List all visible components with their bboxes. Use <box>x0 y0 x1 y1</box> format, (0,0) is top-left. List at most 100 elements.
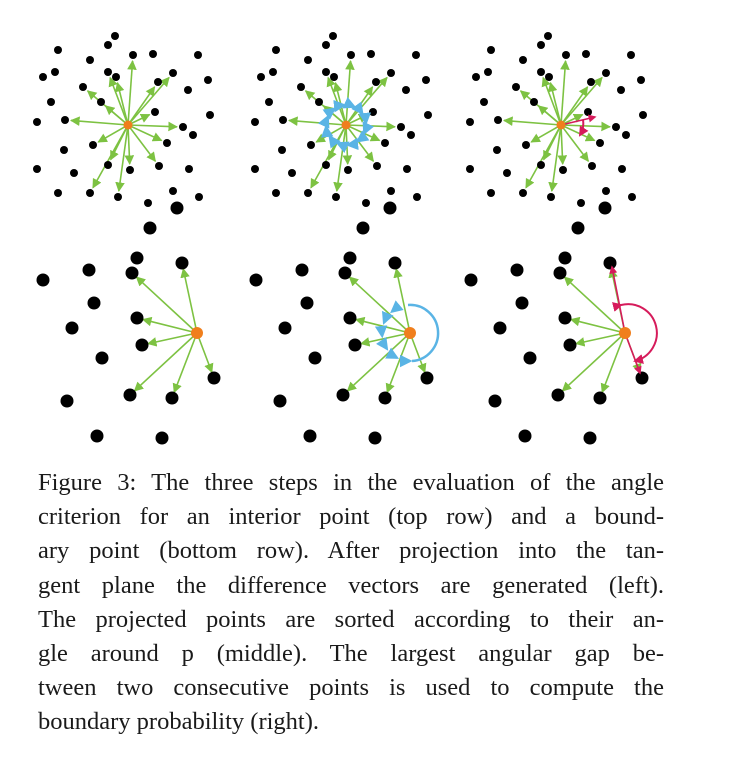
difference-vector-arrow <box>503 116 562 126</box>
point-dot <box>420 371 434 385</box>
point-dot <box>537 68 545 76</box>
caption-line: tween two consecutive points is used to … <box>38 674 664 702</box>
point-dot <box>639 111 647 119</box>
difference-vector-arrow <box>127 124 163 142</box>
difference-vector-arrow <box>385 332 411 394</box>
point-dot <box>343 251 357 265</box>
point-dot <box>635 371 649 385</box>
point-dot <box>304 56 312 64</box>
difference-vector-arrow <box>97 124 129 143</box>
figure-caption: Figure 3: The three steps in the evaluat… <box>38 466 664 740</box>
point-dot <box>577 199 585 207</box>
point-dot <box>563 338 577 352</box>
point-dot <box>179 123 187 131</box>
difference-vector-arrow <box>409 332 427 374</box>
difference-vector-arrow <box>560 76 603 126</box>
point-dot <box>278 321 292 335</box>
difference-vector-arrow <box>127 76 170 126</box>
point-dot <box>144 199 152 207</box>
point-dot <box>348 338 362 352</box>
point-dot <box>204 76 212 84</box>
center-point <box>619 327 631 339</box>
angular-sort-arrow <box>390 300 404 314</box>
panel-top-0 <box>33 32 214 207</box>
point-dot <box>169 187 177 195</box>
difference-vector-arrow <box>359 332 411 347</box>
point-dot <box>151 108 159 116</box>
point-dot <box>135 338 149 352</box>
angular-sort-arrow <box>381 310 394 325</box>
point-dot <box>512 83 520 91</box>
point-dot <box>362 199 370 207</box>
point-dot <box>484 68 492 76</box>
point-dot <box>329 32 337 40</box>
point-dot <box>519 189 527 197</box>
point-dot <box>54 46 62 54</box>
point-dot <box>571 221 585 235</box>
point-dot <box>97 98 105 106</box>
point-dot <box>336 388 350 402</box>
difference-vector-arrow <box>393 267 411 334</box>
difference-vector-arrow <box>114 81 129 126</box>
point-dot <box>422 76 430 84</box>
point-dot <box>503 169 511 177</box>
caption-line: The projected points are sorted accordin… <box>38 605 664 633</box>
point-dot <box>330 73 338 81</box>
point-dot <box>185 165 193 173</box>
point-dot <box>36 273 50 287</box>
point-dot <box>383 201 397 215</box>
point-dot <box>189 131 197 139</box>
difference-vector-arrow <box>135 276 198 334</box>
point-dot <box>322 161 330 169</box>
point-dot <box>195 193 203 201</box>
point-dot <box>547 193 555 201</box>
point-dot <box>265 98 273 106</box>
angular-sort-arrow <box>345 137 359 151</box>
difference-vector-arrow <box>196 332 214 374</box>
point-dot <box>584 108 592 116</box>
point-dot <box>488 394 502 408</box>
point-dot <box>493 321 507 335</box>
panel-bottom-0 <box>36 201 221 445</box>
point-dot <box>251 165 259 173</box>
point-dot <box>412 51 420 59</box>
point-dot <box>126 166 134 174</box>
point-dot <box>402 86 410 94</box>
point-dot <box>308 351 322 365</box>
point-dot <box>378 391 392 405</box>
point-dot <box>303 429 317 443</box>
point-dot <box>487 46 495 54</box>
point-dot <box>617 86 625 94</box>
point-dot <box>170 201 184 215</box>
point-dot <box>472 73 480 81</box>
point-dot <box>273 394 287 408</box>
point-dot <box>583 431 597 445</box>
point-dot <box>466 165 474 173</box>
difference-vector-arrow <box>115 124 129 193</box>
point-dot <box>343 311 357 325</box>
angular-sort-arrow <box>376 336 389 351</box>
difference-vector-arrow <box>70 116 129 126</box>
difference-vector-arrow <box>557 124 568 165</box>
difference-vector-arrow <box>127 124 157 162</box>
point-dot <box>537 41 545 49</box>
point-dot <box>387 69 395 77</box>
point-dot <box>87 296 101 310</box>
point-dot <box>367 50 375 58</box>
center-point <box>556 120 566 130</box>
difference-vector-arrow <box>548 124 562 193</box>
point-dot <box>86 56 94 64</box>
angular-sort-arrow <box>407 303 440 363</box>
difference-vector-arrow <box>547 81 562 126</box>
point-dot <box>612 123 620 131</box>
point-dot <box>372 78 380 86</box>
difference-vector-arrow <box>342 124 353 165</box>
point-dot <box>558 311 572 325</box>
point-dot <box>338 266 352 280</box>
point-dot <box>387 187 395 195</box>
difference-vector-arrow <box>560 124 596 142</box>
angular-sort-arrow <box>335 141 350 154</box>
difference-vector-arrow <box>345 124 375 162</box>
difference-vector-arrow <box>124 124 135 165</box>
point-dot <box>111 32 119 40</box>
